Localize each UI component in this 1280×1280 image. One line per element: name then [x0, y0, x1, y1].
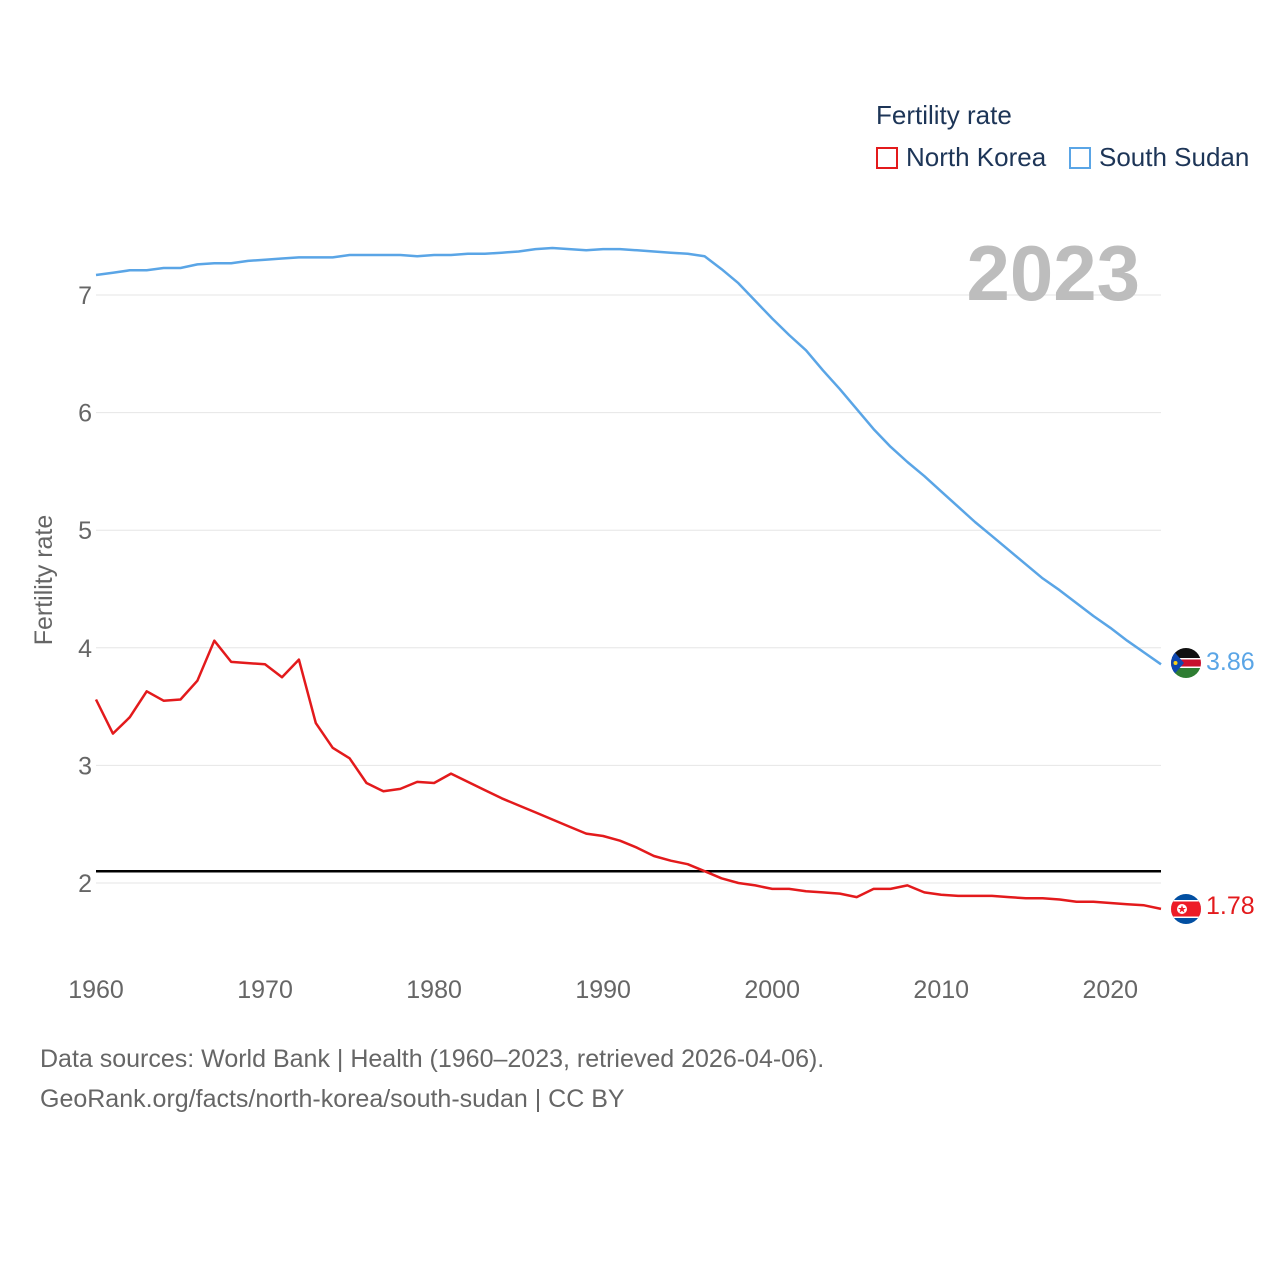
end-label-south-sudan: 3.86	[1206, 648, 1255, 676]
y-tick-label-5: 5	[78, 517, 92, 545]
source-line-2: GeoRank.org/facts/north-korea/south-suda…	[40, 1085, 625, 1113]
legend-label-south-sudan: South Sudan	[1099, 142, 1250, 172]
legend-item-south-sudan[interactable]: South Sudan	[1069, 142, 1249, 173]
x-tick-label-1990: 1990	[575, 976, 631, 1004]
x-tick-label-2020: 2020	[1082, 976, 1138, 1004]
y-tick-label-4: 4	[78, 635, 92, 663]
series-line-south-sudan[interactable]	[95, 246, 1162, 666]
y-tick-label-6: 6	[78, 400, 92, 428]
north-korea-flag-icon	[1171, 894, 1201, 924]
y-tick-label-3: 3	[78, 752, 92, 780]
legend-item-north-korea[interactable]: North Korea	[876, 142, 1046, 173]
current-year-display: 2023	[966, 229, 1140, 317]
series-line-north-korea[interactable]	[94, 639, 1162, 911]
y-axis-ticks: 2 3 4 5 6 7	[78, 282, 92, 898]
x-tick-label-2000: 2000	[744, 976, 800, 1004]
y-axis-label: Fertility rate	[30, 515, 58, 646]
source-line-1: Data sources: World Bank | Health (1960–…	[40, 1045, 825, 1073]
series-layer	[94, 246, 1162, 911]
legend-swatch-north-korea	[876, 146, 898, 169]
grid-lines	[96, 294, 1161, 884]
legend-swatch-south-sudan	[1069, 146, 1091, 169]
x-tick-label-1970: 1970	[237, 976, 293, 1004]
legend-label-north-korea: North Korea	[906, 142, 1047, 172]
x-tick-label-2010: 2010	[913, 976, 969, 1004]
y-tick-label-2: 2	[78, 870, 92, 898]
legend-title: Fertility rate	[876, 100, 1012, 130]
south-sudan-flag-icon	[1171, 648, 1201, 678]
x-tick-label-1980: 1980	[406, 976, 462, 1004]
x-axis-ticks: 1960 1970 1980 1990 2000 2010 2020	[68, 976, 1138, 1004]
y-tick-label-7: 7	[78, 282, 92, 310]
end-label-north-korea: 1.78	[1206, 892, 1255, 920]
x-tick-label-1960: 1960	[68, 976, 124, 1004]
